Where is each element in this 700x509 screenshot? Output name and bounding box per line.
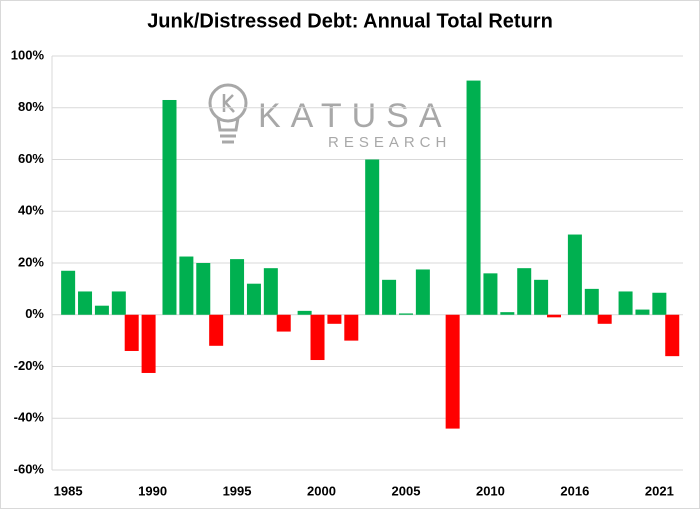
bar	[246, 283, 261, 315]
bar	[276, 314, 291, 332]
x-tick-label: 1985	[54, 483, 83, 498]
bar	[61, 270, 76, 315]
bar	[635, 309, 650, 315]
x-tick-label: 2000	[307, 483, 336, 498]
bar	[297, 310, 312, 315]
bar	[179, 256, 194, 315]
watermark: KATUSA RESEARCH	[208, 83, 452, 151]
bar	[547, 314, 561, 318]
y-tick-label: -20%	[14, 358, 45, 373]
bar	[483, 273, 498, 315]
bar	[111, 291, 126, 315]
bulb-icon	[208, 83, 248, 144]
bar	[263, 268, 278, 315]
y-tick-label: 100%	[11, 47, 45, 62]
y-tick-label: 20%	[18, 254, 44, 269]
bar	[652, 292, 667, 315]
bar	[665, 314, 680, 357]
y-tick-label: -60%	[14, 461, 45, 476]
x-tick-label: 2021	[645, 483, 674, 498]
chart-title: Junk/Distressed Debt: Annual Total Retur…	[147, 10, 553, 32]
bar	[365, 159, 380, 315]
x-tick-label: 1990	[138, 483, 167, 498]
watermark-sub: RESEARCH	[328, 134, 451, 151]
bar	[567, 234, 582, 315]
bar	[327, 314, 342, 324]
bar	[162, 99, 177, 315]
bar	[597, 314, 612, 324]
bar	[398, 313, 413, 315]
x-tick-label: 1995	[223, 483, 252, 498]
bar	[415, 269, 430, 315]
y-tick-label: 40%	[18, 203, 44, 218]
y-tick-label: 0%	[25, 306, 44, 321]
bar	[382, 279, 397, 315]
y-tick-label: 60%	[18, 151, 44, 166]
bar	[124, 314, 139, 351]
bar	[618, 291, 633, 315]
x-tick-label: 2016	[560, 483, 589, 498]
bar	[141, 314, 156, 373]
bar	[534, 279, 549, 315]
bar	[466, 80, 481, 315]
y-tick-label: 80%	[18, 99, 44, 114]
bar	[196, 263, 211, 315]
bar	[78, 291, 93, 315]
y-tick-label: -40%	[14, 410, 45, 425]
bar	[209, 314, 224, 346]
bar	[445, 314, 460, 429]
bar	[94, 305, 109, 315]
x-tick-label: 2005	[392, 483, 421, 498]
bar	[344, 314, 359, 341]
bar	[230, 259, 245, 315]
bar	[310, 314, 325, 361]
x-tick-label: 2010	[476, 483, 505, 498]
bar	[500, 312, 515, 315]
bar	[517, 268, 532, 315]
bar	[584, 288, 599, 315]
watermark-brand: KATUSA	[258, 97, 452, 135]
